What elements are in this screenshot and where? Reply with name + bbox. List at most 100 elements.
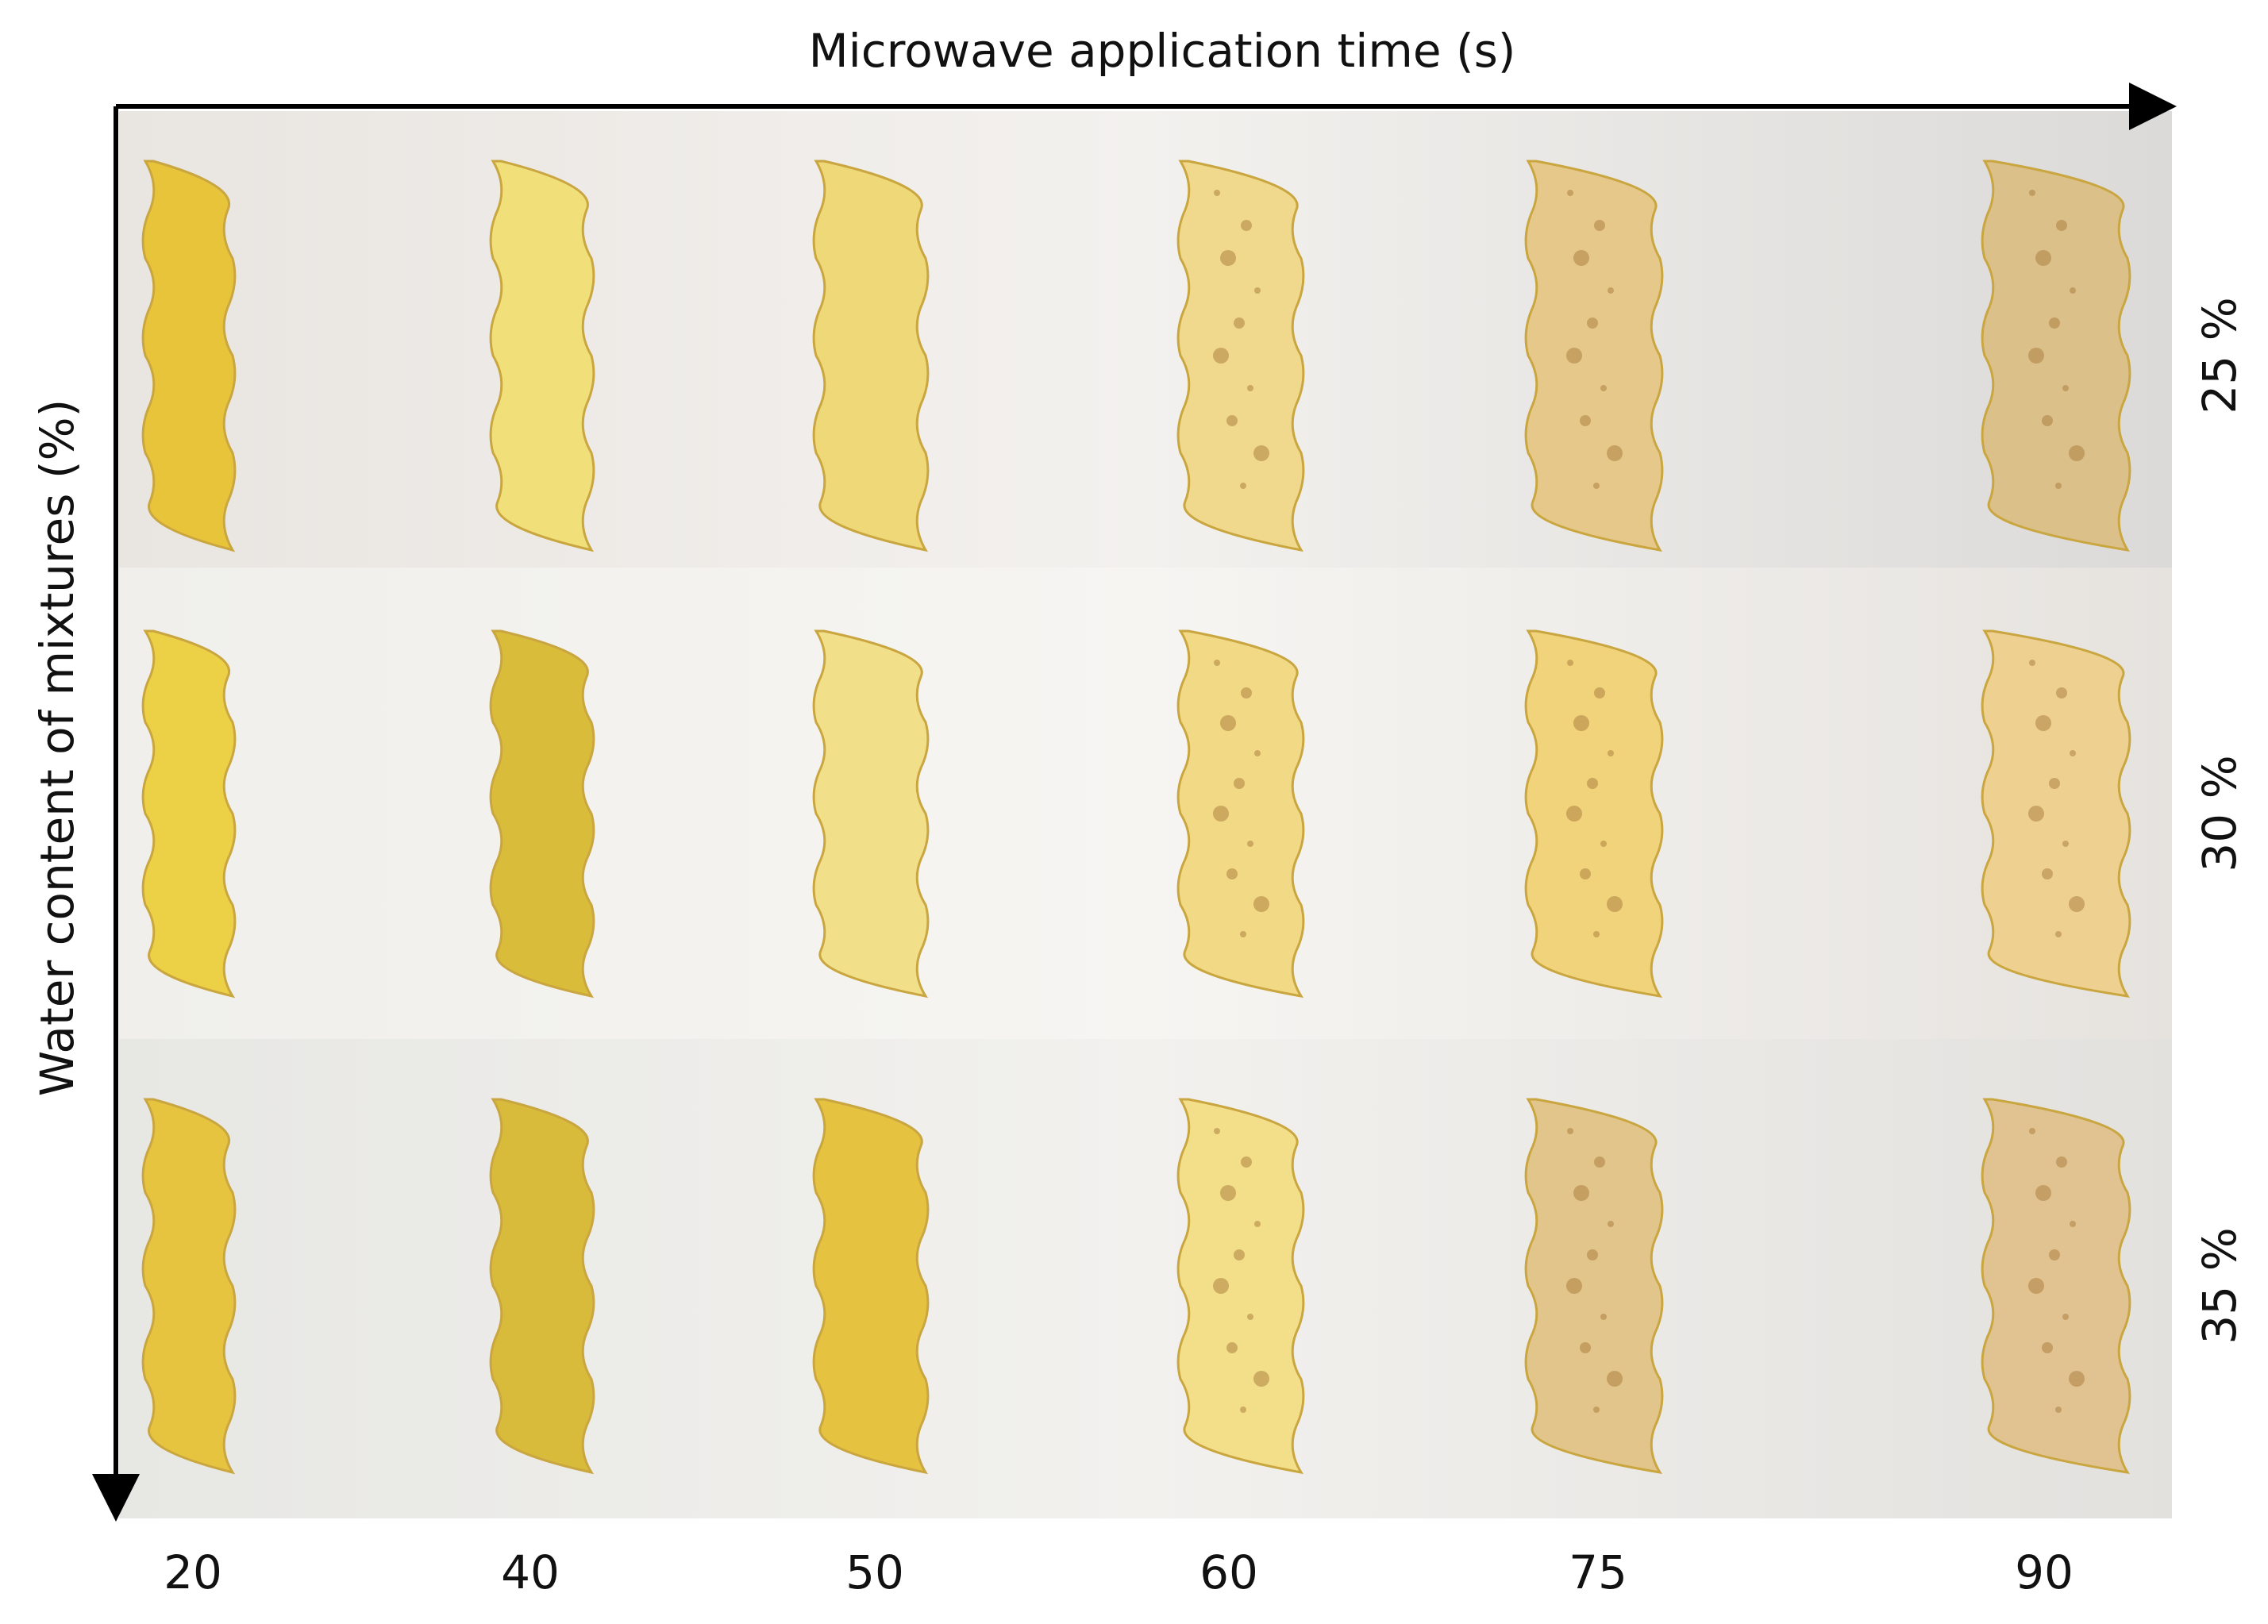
browning-spot: [2056, 687, 2067, 698]
browning-spot: [2028, 806, 2044, 822]
browning-spot: [1600, 385, 1607, 391]
snack: [812, 160, 930, 552]
snack: [1176, 629, 1305, 999]
photo: [119, 111, 2172, 1518]
browning-spot: [2049, 1249, 2060, 1260]
browning-spot: [2055, 483, 2062, 489]
browning-spot: [2029, 660, 2035, 666]
snack: [1524, 629, 1664, 999]
column-label: 50: [845, 1545, 904, 1599]
snack: [1176, 1098, 1305, 1475]
column-label: 20: [164, 1545, 222, 1599]
snack: [141, 629, 237, 999]
snack: [141, 160, 237, 552]
browning-spot: [1240, 931, 1246, 937]
browning-spot: [2069, 1371, 2085, 1387]
browning-spot: [1220, 250, 1236, 266]
browning-spot: [1213, 806, 1229, 822]
browning-spot: [1254, 287, 1261, 294]
browning-spot: [1587, 778, 1598, 789]
snack: [812, 629, 930, 999]
browning-spot: [2035, 250, 2051, 266]
browning-spot: [2035, 1185, 2051, 1201]
browning-spot: [2029, 190, 2035, 196]
snack: [489, 1098, 595, 1475]
browning-spot: [1247, 385, 1253, 391]
browning-spot: [1566, 806, 1582, 822]
browning-spot: [1213, 348, 1229, 364]
browning-spot: [1214, 1128, 1220, 1134]
browning-spot: [2029, 1128, 2035, 1134]
browning-spot: [1226, 1342, 1238, 1353]
column-label: 75: [1569, 1545, 1627, 1599]
browning-spot: [2028, 1278, 2044, 1294]
browning-spot: [2062, 841, 2069, 847]
browning-spot: [2049, 778, 2060, 789]
snack: [812, 1098, 930, 1475]
snack: [1981, 1098, 2131, 1474]
browning-spot: [1600, 841, 1607, 847]
photo-row: [119, 1039, 2172, 1518]
browning-spot: [1567, 660, 1573, 666]
snack: [489, 629, 595, 999]
browning-spot: [1254, 750, 1261, 756]
snack: [1981, 629, 2131, 998]
row-label: 30 %: [2193, 755, 2247, 872]
browning-spot: [2035, 715, 2051, 731]
snack: [1176, 160, 1305, 552]
browning-spot: [1241, 1156, 1252, 1168]
browning-spot: [1594, 220, 1605, 231]
column-label: 60: [1199, 1545, 1258, 1599]
browning-spot: [1234, 1249, 1245, 1260]
browning-spot: [1600, 1314, 1607, 1320]
browning-spot: [1226, 868, 1238, 879]
row-label: 35 %: [2193, 1227, 2247, 1344]
browning-spot: [2049, 317, 2060, 329]
browning-spot: [1587, 1249, 1598, 1260]
snack: [1524, 160, 1664, 552]
browning-spot: [1580, 1342, 1591, 1353]
browning-spot: [2042, 1342, 2053, 1353]
browning-spot: [2042, 868, 2053, 879]
browning-spot: [1608, 750, 1614, 756]
browning-spot: [1607, 445, 1623, 461]
browning-spot: [1587, 317, 1598, 329]
x-axis-label: Microwave application time (s): [809, 24, 1516, 78]
browning-spot: [1240, 483, 1246, 489]
browning-spot: [1593, 483, 1600, 489]
browning-spot: [1593, 1407, 1600, 1413]
browning-spot: [2028, 348, 2044, 364]
browning-spot: [1567, 190, 1573, 196]
browning-spot: [1573, 1185, 1589, 1201]
photo-row: [119, 568, 2172, 1039]
browning-spot: [1226, 415, 1238, 426]
browning-spot: [1573, 715, 1589, 731]
snack: [1981, 160, 2131, 552]
browning-spot: [2070, 1221, 2076, 1227]
snack: [1524, 1098, 1664, 1475]
browning-spot: [1593, 931, 1600, 937]
browning-spot: [1214, 190, 1220, 196]
browning-spot: [1253, 896, 1269, 912]
browning-spot: [1608, 287, 1614, 294]
browning-spot: [2070, 287, 2076, 294]
browning-spot: [1220, 715, 1236, 731]
browning-spot: [1241, 220, 1252, 231]
y-axis-label: Water content of mixtures (%): [30, 399, 84, 1096]
browning-spot: [1594, 687, 1605, 698]
browning-spot: [2042, 415, 2053, 426]
browning-spot: [1607, 1371, 1623, 1387]
browning-spot: [1254, 1221, 1261, 1227]
browning-spot: [1608, 1221, 1614, 1227]
browning-spot: [1253, 1371, 1269, 1387]
browning-spot: [2055, 1407, 2062, 1413]
browning-spot: [1567, 1128, 1573, 1134]
browning-spot: [2056, 220, 2067, 231]
browning-spot: [1234, 778, 1245, 789]
browning-spot: [2069, 445, 2085, 461]
browning-spot: [1566, 1278, 1582, 1294]
browning-spot: [2062, 1314, 2069, 1320]
browning-spot: [1241, 687, 1252, 698]
row-label: 25 %: [2193, 297, 2247, 414]
